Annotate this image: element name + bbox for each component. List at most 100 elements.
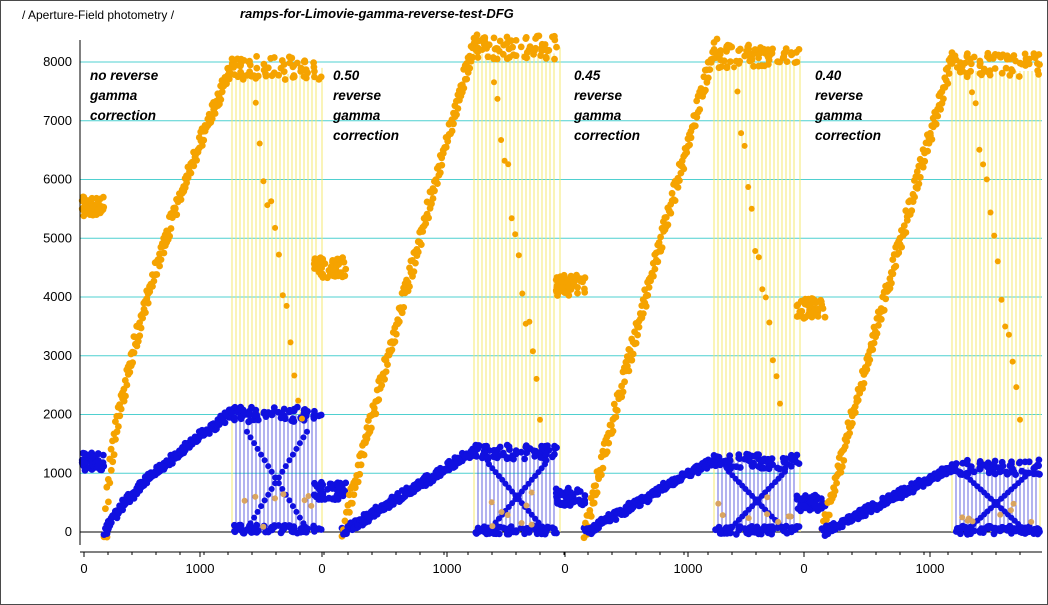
orange-ramp-point [877, 315, 885, 323]
orange-plateau-point [814, 305, 822, 313]
blue-top-point [538, 444, 546, 452]
blue-bottom-point [978, 525, 985, 533]
blue-top-point [237, 415, 245, 423]
blue-bottom-point [765, 527, 773, 534]
orange-decay-point [741, 142, 748, 149]
orange-top-point [986, 54, 994, 61]
blue-cross-point [293, 445, 300, 452]
orange-decay-point [275, 251, 282, 258]
blue-plateau-point [554, 497, 561, 504]
orange-decay-point [777, 400, 783, 407]
orange-ramp-point [438, 154, 446, 162]
orange-decay-point [1005, 331, 1012, 338]
orange-top-point [505, 45, 513, 53]
orange-ramp-point [357, 461, 365, 469]
orange-top-point [1030, 53, 1038, 61]
blue-bottom-point [551, 525, 558, 533]
blue-top-point [795, 460, 803, 467]
orange-ramp-point [706, 66, 714, 73]
blue-cross-point [282, 463, 289, 470]
orange-decay-point [1017, 416, 1023, 423]
orange-decay-point [526, 318, 533, 325]
blue-top-point [248, 403, 255, 411]
blue-top-point [953, 467, 961, 475]
orange-decay-point [537, 416, 543, 423]
orange-ramp-point [368, 424, 375, 432]
orange-plateau-point [554, 292, 561, 299]
orange-top-point [490, 34, 498, 42]
blue-bottom-point [315, 525, 323, 533]
orange-ramp-point [898, 243, 905, 251]
orange-ramp-point [860, 371, 868, 378]
orange-ramp-point [664, 221, 672, 229]
orange-ramp-point [473, 31, 481, 39]
orange-decay-point [762, 294, 769, 301]
x-tick-label: 0 [561, 561, 568, 576]
tan-point [1007, 507, 1014, 514]
blue-cross-point [1022, 473, 1028, 480]
orange-top-point [1006, 72, 1014, 79]
orange-ramp-point [599, 464, 607, 472]
orange-top-point [776, 58, 784, 66]
orange-ramp-point [629, 350, 637, 358]
orange-top-point [253, 64, 261, 72]
orange-ramp-point [102, 505, 109, 513]
orange-plateau-point [573, 271, 580, 279]
orange-ramp-point [122, 392, 129, 400]
blue-cross-point [261, 457, 268, 464]
blue-top-point [521, 455, 528, 463]
orange-ramp-point [350, 491, 358, 499]
blue-top-point [1025, 458, 1033, 466]
orange-ramp-point [895, 249, 903, 257]
orange-ramp-point [112, 436, 119, 443]
orange-ramp-point [150, 277, 158, 285]
orange-plateau-point [92, 211, 100, 218]
blue-bottom-point [275, 522, 282, 529]
orange-decay-point [969, 89, 975, 96]
blue-top-point [787, 462, 795, 470]
orange-ramp-point [860, 380, 868, 387]
orange-ramp-point [394, 316, 402, 323]
orange-top-point [717, 56, 724, 64]
orange-ramp-point [157, 256, 165, 263]
blue-bottom-point [231, 527, 238, 535]
blue-top-point [996, 468, 1004, 476]
blue-bottom-point [522, 525, 530, 532]
blue-top-point [716, 461, 724, 469]
orange-ramp-point [381, 375, 388, 383]
orange-top-point [275, 71, 282, 79]
orange-ramp-point [645, 284, 653, 291]
blue-bottom-point [510, 528, 517, 536]
orange-plateau-point [81, 203, 88, 210]
blue-plateau-point [342, 479, 350, 487]
blue-top-point [531, 452, 539, 460]
orange-top-point [231, 61, 238, 69]
blue-top-point [270, 404, 278, 411]
orange-ramp-point [944, 80, 952, 87]
blue-top-point [254, 416, 262, 424]
orange-top-point [1002, 64, 1010, 72]
orange-top-point [231, 71, 238, 78]
orange-decay-point [752, 248, 759, 254]
blue-plateau-point [574, 486, 581, 493]
orange-plateau-point [326, 271, 334, 279]
blue-bottom-point [262, 528, 269, 536]
y-tick-label: 0 [65, 524, 72, 539]
orange-ramp-point [916, 173, 924, 181]
orange-top-point [300, 58, 308, 66]
blue-bottom-point [1025, 523, 1033, 531]
tan-point [518, 520, 525, 526]
orange-decay-point [295, 397, 302, 404]
blue-cross-point [542, 461, 548, 468]
orange-plateau-point [817, 296, 825, 304]
orange-decay-point [766, 319, 773, 326]
orange-ramp-point [587, 513, 595, 520]
blue-bottom-point [996, 527, 1004, 535]
blue-top-point [478, 454, 486, 462]
blue-cross-point [296, 440, 303, 447]
orange-ramp-point [651, 265, 659, 273]
orange-ramp-point [129, 348, 136, 356]
orange-top-point [787, 49, 795, 56]
orange-top-point [503, 39, 511, 47]
